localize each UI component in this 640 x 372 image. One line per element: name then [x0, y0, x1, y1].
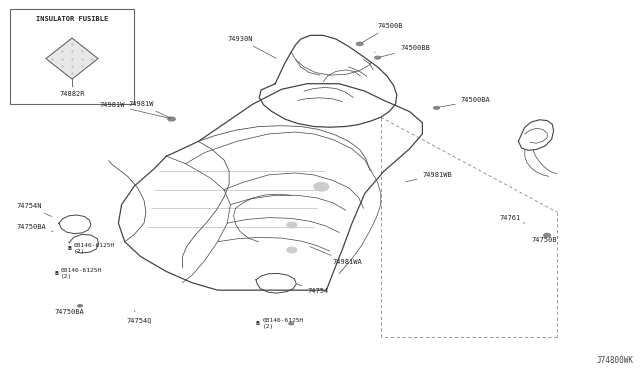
Circle shape: [351, 39, 369, 49]
Text: 74750B: 74750B: [531, 235, 557, 243]
Circle shape: [167, 116, 176, 122]
Circle shape: [161, 113, 182, 125]
Text: 74981WA: 74981WA: [310, 247, 362, 265]
Text: 08146-6125H
(2): 08146-6125H (2): [74, 243, 115, 254]
Text: J74800WK: J74800WK: [596, 356, 634, 365]
Circle shape: [433, 106, 440, 110]
Text: 74500B: 74500B: [362, 23, 403, 42]
Text: 74750BA: 74750BA: [16, 224, 53, 231]
Text: 74750BA: 74750BA: [54, 306, 84, 315]
Text: 74754Q: 74754Q: [127, 311, 152, 323]
Circle shape: [287, 247, 297, 253]
Text: 74754N: 74754N: [16, 203, 52, 217]
Text: 08146-6125H
(2): 08146-6125H (2): [61, 268, 102, 279]
Circle shape: [288, 322, 294, 326]
Circle shape: [249, 319, 266, 328]
Circle shape: [284, 320, 298, 328]
Polygon shape: [46, 38, 98, 79]
Circle shape: [73, 302, 87, 310]
Circle shape: [61, 244, 77, 253]
Circle shape: [287, 222, 297, 228]
Circle shape: [538, 230, 556, 240]
Text: 74930N: 74930N: [227, 36, 276, 58]
Text: B: B: [255, 321, 259, 326]
Circle shape: [428, 103, 445, 113]
Circle shape: [314, 182, 329, 191]
Text: 08146-6125H
(2): 08146-6125H (2): [262, 318, 303, 329]
Text: 74754: 74754: [297, 284, 328, 294]
Text: 74882R: 74882R: [60, 92, 84, 97]
Circle shape: [356, 42, 364, 46]
Text: 74761: 74761: [499, 215, 525, 223]
Circle shape: [48, 269, 65, 278]
Circle shape: [543, 233, 551, 237]
Circle shape: [77, 304, 83, 308]
Circle shape: [374, 55, 381, 60]
Text: B: B: [54, 271, 58, 276]
Text: INSULATOR FUSIBLE: INSULATOR FUSIBLE: [36, 16, 108, 22]
Circle shape: [369, 53, 386, 62]
Text: 74981WB: 74981WB: [406, 172, 452, 182]
Text: 74500BA: 74500BA: [438, 97, 490, 108]
Text: B: B: [67, 246, 71, 251]
Text: 74981W: 74981W: [99, 102, 170, 118]
Bar: [10, 9, 134, 104]
Text: 74981W: 74981W: [128, 101, 170, 118]
Text: 74500BB: 74500BB: [380, 45, 429, 57]
